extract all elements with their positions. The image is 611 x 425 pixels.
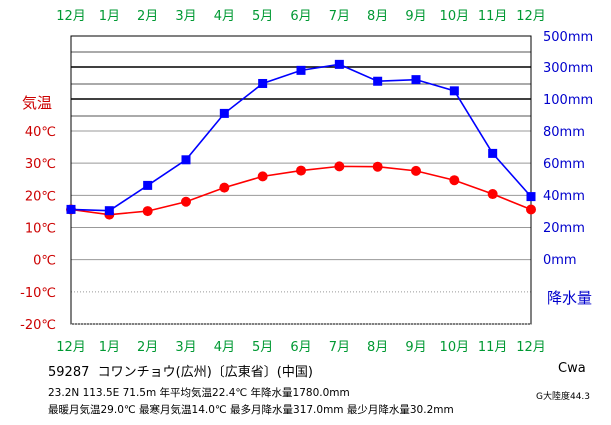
precipitation-point <box>296 65 306 75</box>
temperature-tick-label: 10℃ <box>25 222 56 237</box>
month-label-top: 12月 <box>516 9 546 24</box>
top-month-labels: 12月 1月 2月 3月 4月 5月 6月 7月 8月 9月 10月 11月 12月 <box>56 9 546 24</box>
precipitation-point <box>373 76 383 86</box>
precipitation-point <box>219 108 229 118</box>
temperature-point <box>487 189 498 200</box>
precipitation-tick-label: 100mm <box>543 93 593 108</box>
station-title: 59287 コワンチョウ(広州)〔広東省〕(中国) <box>48 361 313 380</box>
precipitation-tick-label: 60mm <box>543 157 585 172</box>
temperature-point <box>411 165 421 176</box>
plot-frame <box>70 35 532 325</box>
month-label-top: 8月 <box>367 9 388 24</box>
temperature-point <box>526 204 536 215</box>
precipitation-point <box>181 155 191 165</box>
precipitation-tick-label: 40mm <box>543 189 585 204</box>
month-label-bottom: 11月 <box>478 340 508 355</box>
temperature-point <box>257 171 268 182</box>
temperature-axis-label: 気温 <box>22 94 52 112</box>
month-label-bottom: 1月 <box>99 340 120 355</box>
precipitation-point <box>488 148 498 158</box>
month-label-top: 6月 <box>290 9 311 24</box>
temperature-tick-label: 20℃ <box>25 189 56 204</box>
precipitation-tick-label: 80mm <box>543 125 585 140</box>
precipitation-tick-label: 500mm <box>543 30 593 45</box>
temperature-tick-label: 0℃ <box>33 254 56 269</box>
month-label-top: 12月 <box>56 9 86 24</box>
month-label-top: 2月 <box>137 9 158 24</box>
month-label-bottom: 8月 <box>367 340 388 355</box>
month-label-bottom: 4月 <box>214 340 235 355</box>
temperature-tick-label: 40℃ <box>25 125 56 140</box>
station-details: 23.2N 113.5E 71.5m 年平均気温22.4℃ 年降水量1780.0… <box>48 387 350 399</box>
month-label-top: 3月 <box>175 9 196 24</box>
temperature-point <box>449 175 460 186</box>
precipitation-point <box>449 86 459 96</box>
month-label-top: 4月 <box>214 9 235 24</box>
month-label-bottom: 12月 <box>516 340 546 355</box>
precipitation-point <box>66 204 76 214</box>
precipitation-tick-label: 300mm <box>543 61 593 76</box>
month-label-bottom: 2月 <box>137 340 158 355</box>
month-label-top: 1月 <box>99 9 120 24</box>
precipitation-point <box>411 75 421 85</box>
station-name: コワンチョウ(広州)〔広東省〕(中国) <box>97 365 313 380</box>
month-label-bottom: 12月 <box>56 340 86 355</box>
month-label-bottom: 5月 <box>252 340 273 355</box>
continentality-index: G大陸度44.3 <box>536 392 591 402</box>
temperature-point <box>372 161 383 172</box>
precipitation-point <box>104 206 114 216</box>
month-label-bottom: 9月 <box>405 340 426 355</box>
precipitation-point <box>526 192 536 202</box>
precipitation-axis: 500mm 300mm 100mm 80mm 60mm 40mm 20mm 0mm <box>543 30 593 268</box>
precipitation-line <box>70 63 532 212</box>
precipitation-point <box>143 180 153 190</box>
temperature-tick-label: -20℃ <box>20 318 56 333</box>
station-id: 59287 <box>48 365 90 380</box>
climate-class: Cwa <box>558 361 586 376</box>
month-label-bottom: 6月 <box>290 340 311 355</box>
month-label-bottom: 3月 <box>175 340 196 355</box>
month-label-top: 11月 <box>478 9 508 24</box>
month-label-top: 9月 <box>405 9 426 24</box>
precipitation-point <box>334 59 344 69</box>
precipitation-axis-label: 降水量 <box>547 289 592 307</box>
temperature-series <box>66 161 536 220</box>
temperature-point <box>142 206 153 217</box>
temperature-axis: 40℃ 30℃ 20℃ 10℃ 0℃ -10℃ -20℃ <box>20 125 56 333</box>
month-label-top: 7月 <box>329 9 350 24</box>
month-label-bottom: 7月 <box>329 340 350 355</box>
temperature-point <box>296 165 306 176</box>
month-label-top: 5月 <box>252 9 273 24</box>
month-label-bottom: 10月 <box>440 340 470 355</box>
temperature-tick-label: -10℃ <box>20 286 56 301</box>
precipitation-tick-label: 0mm <box>543 253 577 268</box>
temperature-tick-label: 30℃ <box>25 157 56 172</box>
temperature-point <box>181 196 191 207</box>
station-extremes: 最暖月気温29.0℃ 最寒月気温14.0℃ 最多月降水量317.0mm 最少月降… <box>48 404 454 416</box>
bottom-month-labels: 12月 1月 2月 3月 4月 5月 6月 7月 8月 9月 10月 11月 12月 <box>56 340 546 355</box>
precipitation-series <box>66 59 536 216</box>
chart-grid <box>70 35 532 325</box>
precipitation-tick-label: 20mm <box>543 221 585 236</box>
temperature-point <box>219 182 230 193</box>
month-label-top: 10月 <box>440 9 470 24</box>
precipitation-point <box>258 78 268 88</box>
temperature-point <box>334 161 345 172</box>
